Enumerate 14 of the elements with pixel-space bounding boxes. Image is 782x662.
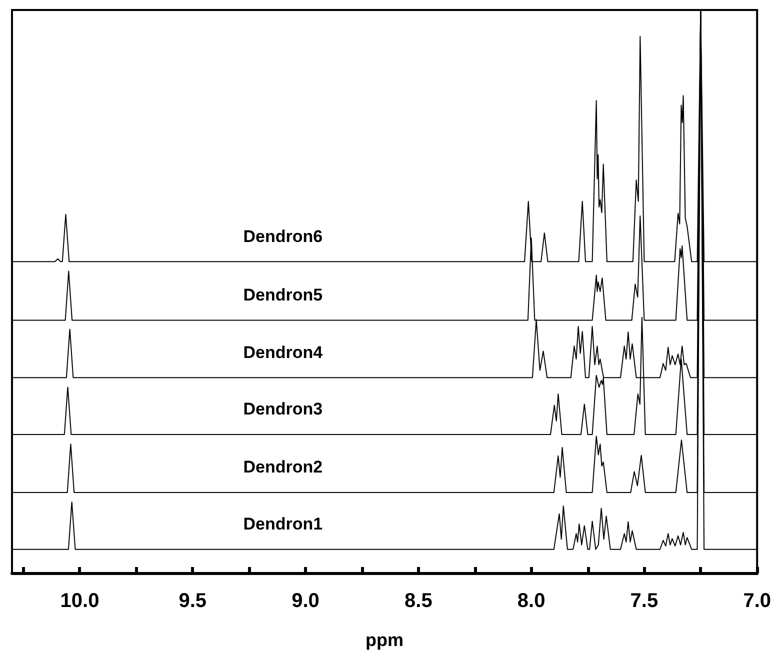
x-tick-label: 7.5 [630,590,658,612]
series-label: Dendron5 [243,285,323,304]
series-label: Dendron6 [243,226,323,246]
series-label: Dendron3 [243,400,323,419]
x-axis-title: ppm [366,630,404,650]
x-tick-label: 7.0 [743,590,772,612]
series-label: Dendron2 [243,458,323,477]
x-tick-label: 8.5 [404,590,432,612]
series-label: Dendron1 [243,514,323,534]
x-tick-label: 8.0 [517,590,546,612]
x-tick-label: 9.0 [292,590,320,612]
series-label: Dendron4 [243,342,324,362]
x-tick-label: 10.0 [60,590,100,612]
x-tick-label: 9.5 [178,590,207,612]
